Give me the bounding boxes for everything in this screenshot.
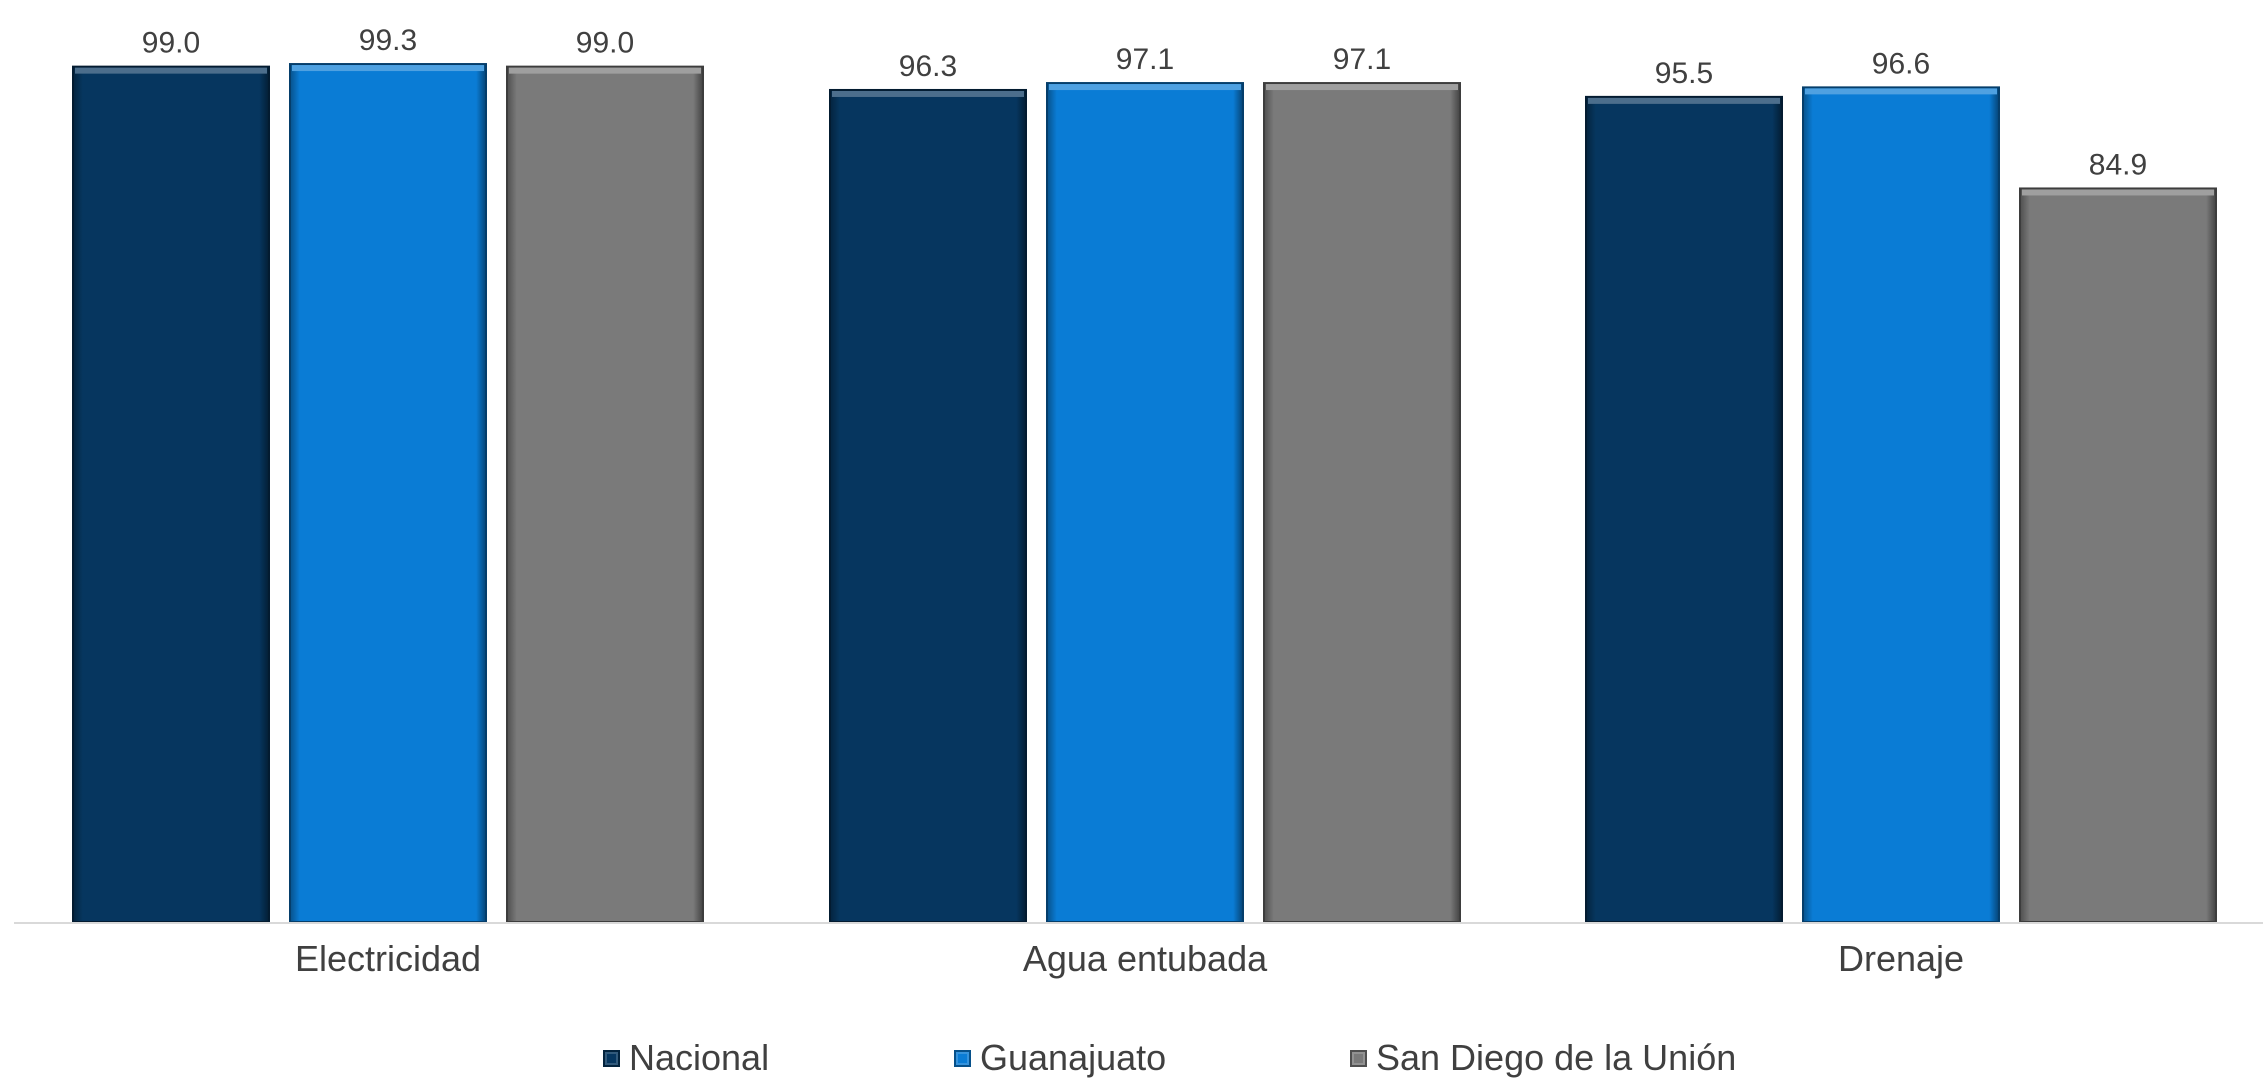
value-label-agua-entubada-san-diego-de-la-union: 97.1	[1333, 43, 1391, 76]
legend-label-nacional: Nacional	[629, 1037, 770, 1078]
bar-drenaje-nacional	[1585, 95, 1783, 923]
bar-bevel-electricidad-guanajuato	[292, 65, 484, 72]
legend-item-san-diego: San Diego de la Unión	[1350, 1034, 1736, 1082]
bar-drenaje-san-diego-de-la-union	[2019, 187, 2217, 924]
category-label-drenaje: Drenaje	[1838, 938, 1964, 979]
x-axis: Electricidad Agua entubada Drenaje	[14, 922, 2263, 979]
legend-label-guanajuato: Guanajuato	[980, 1037, 1167, 1078]
bar-electricidad-san-diego-de-la-union	[506, 65, 704, 923]
bar-rect-electricidad-san-diego-de-la-union	[506, 65, 704, 923]
legend: Nacional Guanajuato San Diego de la Unió…	[0, 1034, 2263, 1082]
value-label-electricidad-guanajuato: 99.3	[359, 24, 417, 57]
legend-item-nacional: Nacional	[603, 1034, 769, 1082]
bar-bevel-agua-entubada-guanajuato	[1049, 84, 1241, 91]
value-label-electricidad-san-diego-de-la-union: 99.0	[576, 27, 634, 60]
legend-swatch-san-diego	[1350, 1049, 1367, 1067]
category-label-agua-entubada: Agua entubada	[1023, 938, 1268, 979]
bar-bevel-electricidad-san-diego-de-la-union	[509, 67, 701, 74]
bar-bevel-electricidad-nacional	[75, 67, 267, 74]
bar-agua-entubada-nacional	[829, 88, 1027, 923]
legend-label-san-diego: San Diego de la Unión	[1376, 1037, 1737, 1078]
bar-rect-drenaje-san-diego-de-la-union	[2019, 187, 2217, 924]
bar-rect-drenaje-nacional	[1585, 95, 1783, 923]
bar-rect-agua-entubada-guanajuato	[1046, 82, 1244, 923]
value-label-drenaje-san-diego-de-la-union: 84.9	[2089, 148, 2147, 181]
bar-agua-entubada-san-diego-de-la-union	[1263, 82, 1461, 923]
bar-bevel-agua-entubada-nacional	[832, 90, 1024, 97]
bar-rect-electricidad-guanajuato	[289, 63, 487, 924]
bar-bevel-agua-entubada-san-diego-de-la-union	[1266, 84, 1458, 91]
bar-agua-entubada-guanajuato	[1046, 82, 1244, 923]
bar-electricidad-nacional	[72, 65, 270, 923]
bar-rect-drenaje-guanajuato	[1802, 86, 2000, 924]
bars-layer	[72, 63, 2217, 924]
value-label-agua-entubada-guanajuato: 97.1	[1116, 43, 1174, 76]
legend-item-guanajuato: Guanajuato	[954, 1034, 1166, 1082]
bar-rect-electricidad-nacional	[72, 65, 270, 923]
bar-electricidad-guanajuato	[289, 63, 487, 924]
value-label-drenaje-nacional: 95.5	[1655, 57, 1713, 90]
bar-bevel-drenaje-nacional	[1588, 97, 1780, 104]
bar-rect-agua-entubada-nacional	[829, 88, 1027, 923]
category-label-electricidad: Electricidad	[295, 938, 481, 979]
bar-rect-agua-entubada-san-diego-de-la-union	[1263, 82, 1461, 923]
value-label-agua-entubada-nacional: 96.3	[899, 50, 957, 83]
legend-swatch-guanajuato	[954, 1049, 971, 1067]
value-label-drenaje-guanajuato: 96.6	[1872, 47, 1930, 80]
bar-drenaje-guanajuato	[1802, 86, 2000, 924]
bar-bevel-drenaje-guanajuato	[1805, 88, 1997, 95]
value-label-electricidad-nacional: 99.0	[142, 27, 200, 60]
bar-bevel-drenaje-san-diego-de-la-union	[2022, 189, 2214, 196]
legend-swatch-nacional	[603, 1049, 620, 1067]
value-labels-layer: 99.0 99.3 99.0 96.3 97.1 97.1 95.5 96.6 84.9	[142, 24, 2147, 181]
